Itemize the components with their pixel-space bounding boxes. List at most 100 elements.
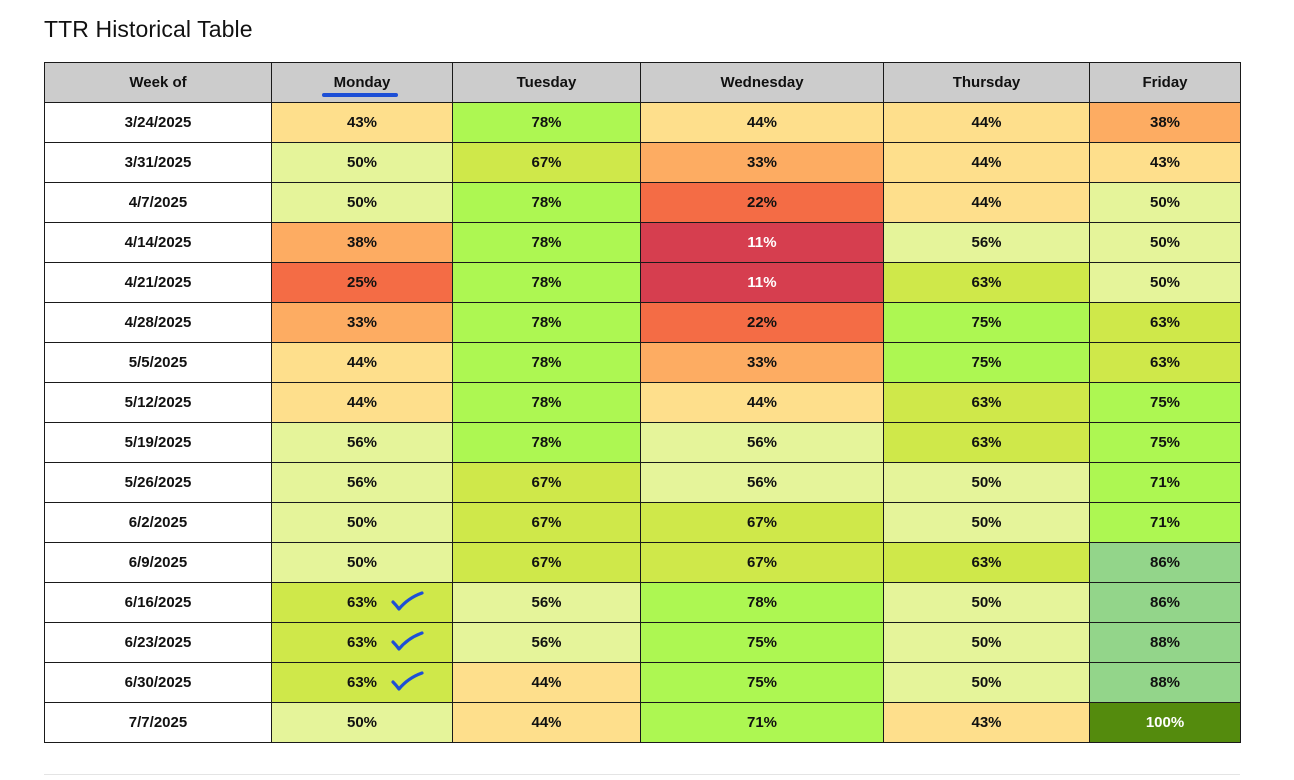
- header-thursday-label: Thursday: [952, 74, 1021, 91]
- table-body: 3/24/2025 43% 78% 44% 44% 38% 3/31/2025 50% 67% 3…: [44, 102, 1241, 743]
- tuesday-ttr-cell: 56%: [452, 622, 641, 663]
- tuesday-ttr-cell: 67%: [452, 502, 641, 543]
- week-cell: 6/2/2025: [44, 502, 272, 543]
- ttr-value: 44%: [531, 674, 562, 691]
- ttr-value: 56%: [346, 474, 378, 491]
- friday-ttr-cell: 43%: [1089, 142, 1241, 183]
- ttr-value: 56%: [746, 434, 778, 451]
- ttr-value: 67%: [746, 554, 778, 571]
- tuesday-ttr-cell: 78%: [452, 302, 641, 343]
- week-label: 4/28/2025: [124, 314, 192, 331]
- table-row: 4/7/2025 50% 78% 22% 44% 50%: [44, 182, 1241, 223]
- header-monday-label: Monday: [333, 74, 391, 91]
- ttr-value: 50%: [1149, 194, 1181, 211]
- tuesday-ttr-cell: 78%: [452, 422, 641, 463]
- table-row: 6/2/2025 50% 67% 67% 50% 71%: [44, 502, 1241, 543]
- ttr-value: 22%: [746, 314, 778, 331]
- ttr-value: 63%: [1149, 354, 1181, 371]
- ttr-value: 44%: [746, 394, 778, 411]
- week-cell: 5/12/2025: [44, 382, 272, 423]
- friday-ttr-cell: 71%: [1089, 502, 1241, 543]
- ttr-value: 50%: [971, 674, 1002, 691]
- thursday-ttr-cell: 50%: [883, 502, 1090, 543]
- ttr-value: 67%: [531, 554, 562, 571]
- friday-ttr-cell: 86%: [1089, 542, 1241, 583]
- ttr-value: 50%: [971, 514, 1002, 531]
- monday-ttr-cell: 63%: [271, 662, 453, 703]
- ttr-value: 56%: [531, 594, 562, 611]
- thursday-ttr-cell: 75%: [883, 342, 1090, 383]
- week-label: 4/21/2025: [124, 274, 192, 291]
- ttr-value: 78%: [531, 234, 562, 251]
- wednesday-ttr-cell: 75%: [640, 662, 884, 703]
- ttr-value: 78%: [531, 314, 562, 331]
- week-label: 6/30/2025: [124, 674, 192, 691]
- table-row: 5/19/2025 56% 78% 56% 63% 75%: [44, 422, 1241, 463]
- ttr-value: 75%: [1149, 434, 1181, 451]
- monday-ttr-cell: 50%: [271, 542, 453, 583]
- week-label: 5/26/2025: [124, 474, 192, 491]
- week-cell: 5/5/2025: [44, 342, 272, 383]
- friday-ttr-cell: 63%: [1089, 302, 1241, 343]
- monday-ttr-cell: 44%: [271, 342, 453, 383]
- page-title: TTR Historical Table: [44, 16, 253, 42]
- week-label: 4/7/2025: [128, 194, 188, 211]
- thursday-ttr-cell: 44%: [883, 142, 1090, 183]
- week-cell: 6/23/2025: [44, 622, 272, 663]
- ttr-value: 63%: [971, 434, 1002, 451]
- ttr-value: 44%: [346, 394, 378, 411]
- blue-underline-annotation: [322, 93, 398, 97]
- week-cell: 6/9/2025: [44, 542, 272, 583]
- ttr-value: 63%: [971, 394, 1002, 411]
- friday-ttr-cell: 50%: [1089, 222, 1241, 263]
- week-label: 6/2/2025: [128, 514, 188, 531]
- ttr-value: 78%: [531, 394, 562, 411]
- week-cell: 7/7/2025: [44, 702, 272, 743]
- monday-ttr-cell: 25%: [271, 262, 453, 303]
- ttr-value: 56%: [746, 474, 778, 491]
- friday-ttr-cell: 88%: [1089, 662, 1241, 703]
- thursday-ttr-cell: 43%: [883, 702, 1090, 743]
- tuesday-ttr-cell: 78%: [452, 222, 641, 263]
- ttr-value: 100%: [1145, 714, 1185, 731]
- monday-ttr-cell: 56%: [271, 462, 453, 503]
- week-label: 7/7/2025: [128, 714, 188, 731]
- ttr-value: 56%: [971, 234, 1002, 251]
- thursday-ttr-cell: 50%: [883, 462, 1090, 503]
- ttr-value: 22%: [746, 194, 778, 211]
- check-icon: [391, 631, 424, 651]
- week-cell: 6/16/2025: [44, 582, 272, 623]
- tuesday-ttr-cell: 56%: [452, 582, 641, 623]
- ttr-value: 44%: [971, 194, 1002, 211]
- ttr-value: 71%: [1149, 474, 1181, 491]
- ttr-value: 50%: [346, 554, 378, 571]
- ttr-value: 44%: [971, 114, 1002, 131]
- thursday-ttr-cell: 56%: [883, 222, 1090, 263]
- ttr-value: 56%: [531, 634, 562, 651]
- wednesday-ttr-cell: 56%: [640, 462, 884, 503]
- ttr-value: 56%: [346, 434, 378, 451]
- thursday-ttr-cell: 50%: [883, 582, 1090, 623]
- wednesday-ttr-cell: 78%: [640, 582, 884, 623]
- tuesday-ttr-cell: 78%: [452, 102, 641, 143]
- monday-ttr-cell: 63%: [271, 622, 453, 663]
- ttr-value: 63%: [346, 594, 378, 611]
- week-label: 5/5/2025: [128, 354, 188, 371]
- wednesday-ttr-cell: 56%: [640, 422, 884, 463]
- ttr-value: 63%: [1149, 314, 1181, 331]
- header-monday: Monday: [271, 62, 453, 103]
- ttr-value: 11%: [747, 234, 777, 251]
- monday-ttr-cell: 63%: [271, 582, 453, 623]
- monday-ttr-cell: 38%: [271, 222, 453, 263]
- ttr-value: 38%: [1149, 114, 1181, 131]
- ttr-value: 25%: [346, 274, 378, 291]
- monday-ttr-cell: 50%: [271, 702, 453, 743]
- header-week-label: Week of: [129, 74, 187, 91]
- monday-ttr-cell: 50%: [271, 182, 453, 223]
- week-cell: 4/7/2025: [44, 182, 272, 223]
- week-cell: 3/24/2025: [44, 102, 272, 143]
- ttr-value: 50%: [346, 514, 378, 531]
- header-friday-label: Friday: [1142, 74, 1188, 91]
- ttr-value: 86%: [1149, 554, 1181, 571]
- ttr-value: 44%: [971, 154, 1002, 171]
